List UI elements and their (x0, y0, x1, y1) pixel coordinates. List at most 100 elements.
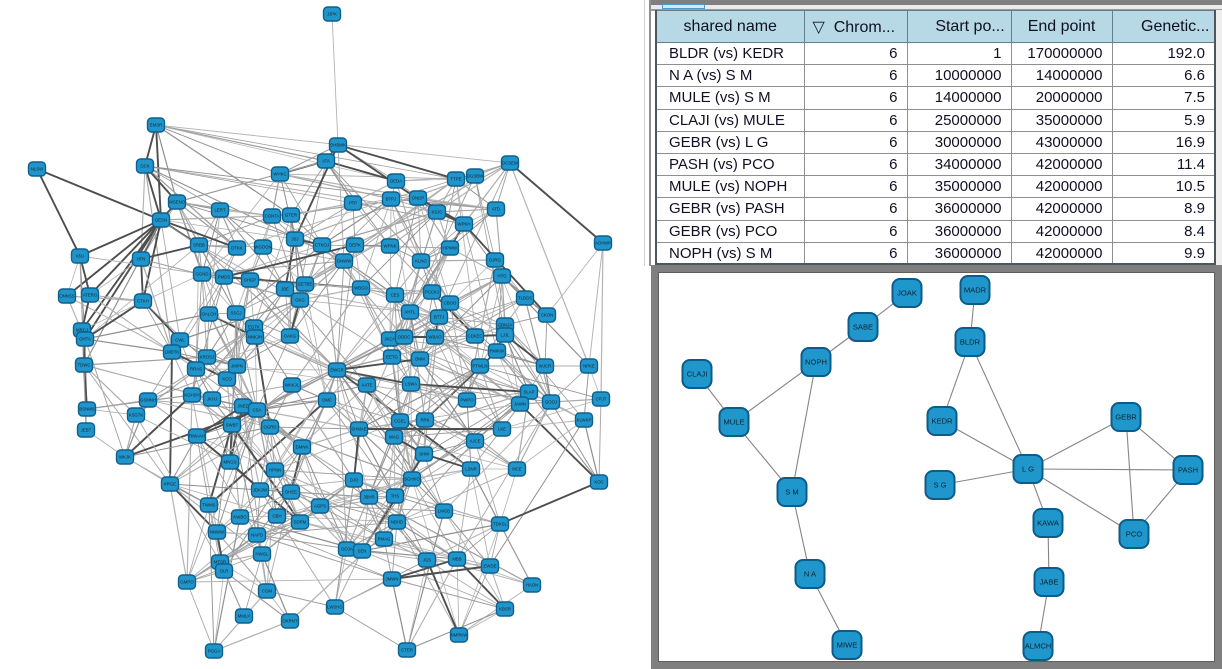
svg-text:MTSR: MTSR (214, 560, 226, 565)
svg-text:TWMS: TWMS (202, 503, 215, 508)
svg-text:TDKSL: TDKSL (493, 522, 507, 527)
svg-text:SABE: SABE (853, 323, 873, 332)
svg-text:JGS: JGS (423, 558, 431, 563)
svg-text:WBGO: WBGO (354, 286, 368, 291)
svg-text:MMLK: MMLK (238, 614, 251, 619)
svg-text:CDKEC: CDKEC (467, 334, 482, 339)
svg-text:OMC: OMC (322, 398, 332, 403)
svg-text:MIWE: MIWE (837, 641, 858, 650)
svg-text:KWBO: KWBO (233, 515, 247, 520)
svg-text:GCK: GCK (140, 164, 149, 169)
svg-text:NLSW: NLSW (31, 167, 44, 172)
svg-text:DOJA: DOJA (341, 547, 353, 552)
svg-text:PTP: PTP (349, 201, 357, 206)
svg-text:EGTK: EGTK (248, 325, 260, 330)
svg-text:JNED: JNED (237, 404, 248, 409)
svg-text:DEPK: DEPK (349, 243, 361, 248)
svg-text:KSJC: KSJC (432, 210, 443, 215)
svg-text:PWPO: PWPO (460, 398, 474, 403)
svg-text:NMRKW: NMRKW (451, 633, 469, 638)
svg-text:WSENO: WSENO (169, 200, 186, 205)
svg-text:WPNK: WPNK (384, 244, 397, 249)
svg-text:JSJ: JSJ (291, 237, 298, 242)
svg-text:GKG: GKG (295, 298, 305, 303)
svg-text:RRK: RRK (420, 418, 429, 423)
svg-text:GEBR: GEBR (1115, 413, 1137, 422)
svg-text:CWL: CWL (175, 338, 185, 343)
svg-text:PMAG: PMAG (378, 537, 391, 542)
svg-text:KLWKP: KLWKP (577, 418, 592, 423)
svg-text:CSA: CSA (253, 408, 262, 413)
svg-text:JDKJW: JDKJW (253, 488, 268, 493)
svg-text:THS: THS (391, 494, 400, 499)
svg-text:CES: CES (391, 293, 400, 298)
svg-text:SLAP: SLAP (524, 390, 535, 395)
svg-text:JMPN: JMPN (231, 364, 243, 369)
svg-text:MBB: MBB (452, 557, 461, 562)
svg-text:SHGP: SHGP (244, 278, 256, 283)
svg-text:BNM: BNM (415, 357, 425, 362)
svg-text:RMAAH: RMAAH (189, 434, 205, 439)
svg-text:EMSR: EMSR (150, 123, 162, 128)
svg-text:OLR: OLR (220, 569, 229, 574)
svg-text:CKON: CKON (541, 313, 553, 318)
svg-text:BTTJ: BTTJ (434, 315, 444, 320)
svg-text:PASH: PASH (1178, 466, 1198, 475)
svg-text:LWSHG: LWSHG (327, 605, 343, 610)
svg-text:S G: S G (933, 481, 946, 490)
svg-text:NOPH: NOPH (805, 358, 827, 367)
svg-text:SWBT: SWBT (226, 423, 239, 428)
svg-text:DTKK: DTKK (231, 246, 243, 251)
svg-text:JBE: JBE (281, 287, 289, 292)
svg-text:CPJT: CPJT (596, 397, 607, 402)
svg-text:CONTA: CONTA (265, 214, 280, 219)
svg-text:KSGTK: KSGTK (129, 413, 144, 418)
svg-text:MULE: MULE (723, 418, 744, 427)
svg-text:LSWA: LSWA (405, 382, 417, 387)
svg-text:JJPK: JJPK (327, 12, 337, 17)
svg-text:ATERG: ATERG (83, 293, 98, 298)
svg-text:KBSR: KBSR (499, 607, 511, 612)
svg-text:TTPE: TTPE (451, 177, 462, 182)
svg-text:SHMAE: SHMAE (351, 427, 366, 432)
svg-text:GGND: GGND (196, 272, 209, 277)
svg-text:KRGE: KRGE (164, 482, 176, 487)
svg-text:GESN: GESN (155, 218, 167, 223)
svg-text:WPKH: WPKH (458, 222, 471, 227)
svg-text:OHTA: OHTA (79, 337, 91, 342)
svg-text:SRBB: SRBB (193, 243, 205, 248)
svg-text:OHEE: OHEE (285, 490, 297, 495)
svg-text:DJO: DJO (350, 478, 359, 483)
svg-text:EETG: EETG (386, 355, 398, 360)
svg-text:KOC: KOC (594, 480, 603, 485)
svg-text:BSNMS: BSNMS (79, 407, 94, 412)
svg-text:L G: L G (1022, 465, 1034, 474)
svg-text:SGHKO: SGHKO (404, 477, 420, 482)
svg-text:JAWN: JAWN (514, 402, 526, 407)
svg-text:WAKJL: WAKJL (285, 383, 300, 388)
svg-text:JEBT: JEBT (81, 428, 92, 433)
svg-text:OKRNT: OKRNT (282, 619, 297, 624)
svg-text:CGEL: CGEL (394, 419, 406, 424)
svg-text:N A: N A (804, 570, 817, 579)
svg-text:GETBE: GETBE (298, 282, 313, 287)
svg-text:LSNR: LSNR (465, 467, 476, 472)
svg-text:JKHJ: JKHJ (207, 397, 217, 402)
svg-text:WJCR: WJCR (539, 364, 551, 369)
svg-text:LKE: LKE (498, 427, 506, 432)
svg-text:WAG: WAG (389, 435, 400, 440)
svg-text:DMNK: DMNK (296, 445, 309, 450)
svg-text:KGHSH: KGHSH (184, 393, 199, 398)
svg-text:JKCH: JKCH (384, 337, 395, 342)
svg-text:JOAK: JOAK (897, 289, 917, 298)
svg-text:RRAS: RRAS (190, 367, 202, 372)
svg-text:CTKOJ: CTKOJ (315, 243, 329, 248)
svg-text:CBOO: CBOO (444, 301, 457, 306)
svg-text:MNGS: MNGS (224, 460, 237, 465)
svg-text:HTN: HTN (137, 257, 146, 262)
svg-text:HPNN: HPNN (269, 468, 281, 473)
svg-text:SSGJ: SSGJ (230, 311, 241, 316)
svg-text:OAKG: OAKG (284, 334, 297, 339)
svg-text:OEDA: OEDA (390, 179, 402, 184)
svg-text:KEDR: KEDR (931, 417, 953, 426)
